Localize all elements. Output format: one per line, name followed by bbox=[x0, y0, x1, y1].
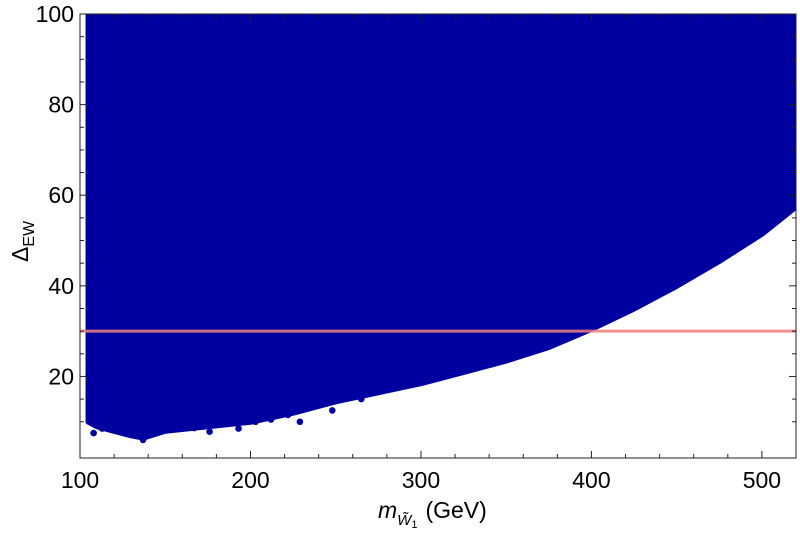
scatter-point bbox=[102, 407, 109, 414]
x-tick-label: 400 bbox=[572, 467, 610, 493]
scatter-point bbox=[315, 400, 322, 407]
x-axis-title-sub-index: 1 bbox=[411, 519, 417, 531]
scatter-point bbox=[252, 418, 259, 426]
y-tick-label: 80 bbox=[48, 92, 74, 118]
x-tick-label: 200 bbox=[231, 467, 269, 493]
outlier-points-layer bbox=[90, 386, 389, 444]
scatter-point bbox=[90, 429, 97, 437]
scatter-region bbox=[85, 14, 796, 441]
y-axis-title-main: Δ bbox=[7, 247, 33, 262]
scatter-point bbox=[139, 436, 147, 444]
scatter-point bbox=[180, 411, 188, 419]
x-axis-title-unit: (GeV) bbox=[425, 497, 486, 523]
y-tick-label: 60 bbox=[48, 182, 74, 208]
scatter-point bbox=[155, 422, 162, 430]
y-tick-label: 20 bbox=[48, 363, 74, 389]
scatter-point bbox=[112, 422, 120, 430]
axis-ticks bbox=[79, 13, 797, 458]
y-tick-label: 40 bbox=[48, 273, 74, 299]
scatter-point bbox=[206, 428, 213, 436]
x-axis-title: mW̃1 (GeV) bbox=[378, 497, 487, 531]
scatter-point bbox=[296, 418, 304, 426]
scatter-point bbox=[173, 425, 181, 433]
scatter-point bbox=[357, 395, 365, 403]
x-axis-tick-labels: 100 200 300 400 500 bbox=[61, 467, 781, 493]
scatter-point bbox=[221, 420, 229, 428]
y-axis-title: ΔEW bbox=[7, 220, 38, 262]
x-tick-label: 100 bbox=[61, 467, 99, 493]
y-axis-title-sub: EW bbox=[21, 220, 38, 247]
x-axis-title-sub: W̃ bbox=[397, 512, 413, 529]
scatter-point bbox=[117, 428, 125, 436]
y-tick-label: 100 bbox=[36, 1, 74, 27]
scatter-point bbox=[267, 416, 275, 423]
scatter-point bbox=[163, 418, 171, 426]
x-tick-label: 500 bbox=[743, 467, 781, 493]
scatter-point bbox=[284, 411, 292, 419]
x-tick-label: 300 bbox=[402, 467, 440, 493]
scatter-point bbox=[235, 425, 242, 432]
scatter-point bbox=[98, 425, 106, 432]
scatter-point bbox=[129, 426, 137, 434]
plot-frame bbox=[79, 13, 797, 459]
scatter-points-layer bbox=[85, 14, 796, 441]
scatter-point bbox=[329, 407, 336, 414]
scatter-point bbox=[190, 424, 198, 432]
scatter-point bbox=[230, 409, 237, 416]
scatter-point bbox=[381, 386, 389, 394]
x-axis-title-main: m bbox=[378, 497, 397, 523]
y-axis-tick-labels: 20 40 60 80 100 bbox=[36, 1, 74, 389]
